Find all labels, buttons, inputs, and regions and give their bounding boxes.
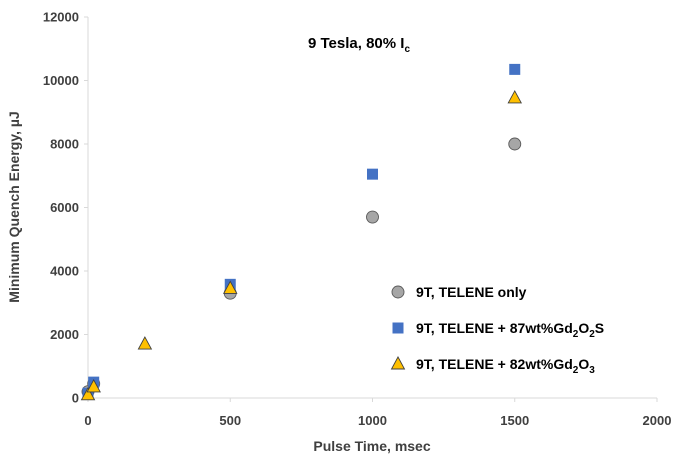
legend-label: 9T, TELENE + 82wt%Gd2O3 — [416, 356, 595, 376]
y-tick-label: 0 — [72, 391, 79, 406]
x-tick-label: 500 — [219, 413, 241, 428]
y-tick-label: 8000 — [50, 137, 79, 152]
legend: 9T, TELENE only 9T, TELENE + 87wt%Gd2O2S 9… — [390, 284, 604, 376]
triangle-data-point — [86, 378, 101, 393]
data-points — [80, 63, 523, 401]
circle-data-point — [508, 137, 522, 151]
y-tick-labels: 0 2000 4000 6000 8000 10000 12000 — [43, 10, 79, 406]
legend-circle-marker — [391, 285, 405, 299]
square-data-point — [367, 168, 378, 180]
x-tick-label: 1500 — [500, 413, 529, 428]
series-3 — [80, 90, 523, 401]
chart-annotation: 9 Tesla, 80% Ic — [308, 35, 410, 55]
triangle-data-point — [137, 336, 153, 350]
triangle-data-point — [80, 386, 96, 401]
legend-label: 9T, TELENE only — [416, 284, 527, 300]
triangle-data-point — [222, 280, 238, 294]
x-tick-label: 0 — [84, 413, 91, 428]
legend-triangle-marker — [390, 356, 406, 370]
y-tick-label: 12000 — [43, 10, 79, 25]
y-tick-label: 6000 — [50, 200, 79, 215]
plot-axes — [84, 16, 658, 402]
x-axis-title: Pulse Time, msec — [313, 438, 430, 454]
legend-label: 9T, TELENE + 87wt%Gd2O2S — [416, 320, 604, 340]
x-tick-label: 2000 — [643, 413, 672, 428]
square-data-point — [509, 63, 521, 75]
x-tick-label: 1000 — [358, 413, 387, 428]
triangle-data-point — [507, 90, 523, 104]
x-tick-labels: 0 500 1000 1500 2000 — [84, 413, 671, 428]
circle-data-point — [366, 210, 379, 224]
y-tick-label: 2000 — [50, 327, 79, 342]
y-axis-title: Minimum Quench Energy, µJ — [6, 111, 22, 302]
annotation-main: 9 Tesla, 80% I — [308, 35, 404, 52]
y-tick-label: 10000 — [43, 73, 79, 88]
legend-item-1: 9T, TELENE only — [391, 284, 527, 300]
legend-square-marker — [392, 322, 404, 334]
legend-item-2: 9T, TELENE + 87wt%Gd2O2S — [392, 320, 604, 340]
y-tick-label: 4000 — [50, 264, 79, 279]
annotation-subscript: c — [404, 44, 410, 55]
legend-item-3: 9T, TELENE + 82wt%Gd2O3 — [390, 356, 595, 376]
